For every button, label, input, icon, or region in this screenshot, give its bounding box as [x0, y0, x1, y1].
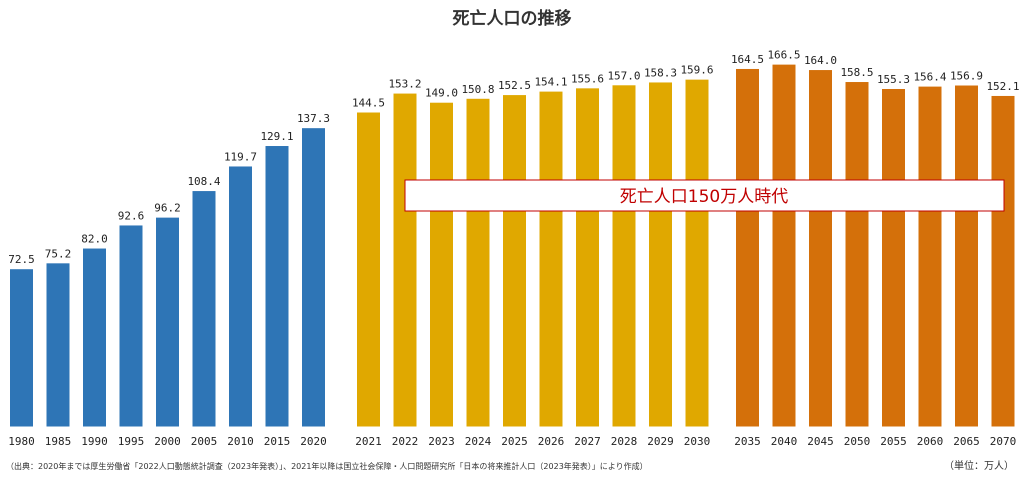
value-label-2050: 158.5	[840, 66, 873, 79]
bar-2021	[357, 112, 380, 427]
bar-2022	[393, 93, 417, 428]
value-label-2015: 129.1	[260, 130, 293, 143]
x-tick-1995: 1995	[118, 435, 145, 448]
value-label-2010: 119.7	[224, 150, 257, 163]
value-label-2030: 159.6	[680, 64, 713, 77]
bar-2040	[772, 64, 796, 427]
value-label-2027: 155.6	[571, 72, 604, 85]
annotation-box: 死亡人口150万人時代	[404, 179, 1005, 212]
bar-2025	[503, 95, 526, 428]
x-tick-2045: 2045	[807, 435, 834, 448]
bar-2010	[229, 166, 252, 427]
chart-title: 死亡人口の推移	[453, 8, 572, 29]
value-label-1980: 72.5	[8, 253, 35, 266]
value-label-2029: 158.3	[644, 66, 677, 79]
x-tick-2026: 2026	[538, 435, 565, 448]
value-label-2040: 166.5	[767, 49, 800, 62]
value-label-2060: 156.4	[913, 71, 946, 84]
bar-2065	[955, 85, 978, 427]
bar-2070	[991, 95, 1015, 427]
x-tick-1980: 1980	[8, 435, 35, 448]
bar-2000	[156, 217, 179, 427]
x-tick-2035: 2035	[734, 435, 761, 448]
x-tick-2024: 2024	[465, 435, 492, 448]
value-label-2024: 150.8	[461, 83, 494, 96]
x-tick-2065: 2065	[953, 435, 980, 448]
bar-2027	[576, 88, 599, 427]
bar-2050	[845, 82, 869, 427]
value-label-2000: 96.2	[154, 202, 181, 215]
bar-2055	[882, 88, 905, 428]
x-tick-2028: 2028	[611, 435, 638, 448]
x-tick-2020: 2020	[300, 435, 327, 448]
unit-label: （単位：万人）	[944, 459, 1014, 472]
x-tick-2015: 2015	[264, 435, 291, 448]
bar-2030	[685, 79, 709, 428]
value-label-2065: 156.9	[950, 70, 983, 83]
value-label-2045: 164.0	[804, 54, 837, 67]
value-label-2025: 152.5	[498, 79, 531, 92]
annotation-rect	[404, 179, 1005, 212]
value-label-2005: 108.4	[187, 175, 220, 188]
bar-1990	[83, 248, 106, 427]
x-tick-2055: 2055	[880, 435, 907, 448]
x-tick-2000: 2000	[154, 435, 181, 448]
x-tick-2040: 2040	[771, 435, 798, 448]
bar-2060	[918, 86, 942, 427]
x-tick-2023: 2023	[428, 435, 455, 448]
value-label-1995: 92.6	[118, 209, 145, 222]
bar-2035	[736, 68, 759, 428]
x-tick-2005: 2005	[191, 435, 218, 448]
bar-2026	[539, 91, 563, 427]
source-note: （出典：2020年までは厚生労働省「2022人口動態統計調査（2023年発表）」…	[6, 461, 648, 471]
x-tick-2050: 2050	[844, 435, 871, 448]
value-label-2023: 149.0	[425, 87, 458, 100]
bar-1995	[119, 225, 143, 427]
value-label-2035: 164.5	[731, 53, 764, 66]
x-tick-2070: 2070	[990, 435, 1017, 448]
annotation-text: 死亡人口150万人時代	[620, 187, 788, 207]
bar-2015	[265, 146, 289, 428]
bar-1985	[46, 263, 70, 427]
x-tick-2025: 2025	[501, 435, 528, 448]
bar-2045	[809, 70, 832, 427]
bar-2005	[192, 191, 216, 427]
value-label-2028: 157.0	[607, 69, 640, 82]
value-label-2026: 154.1	[534, 76, 567, 89]
value-label-2022: 153.2	[388, 78, 421, 91]
value-label-1990: 82.0	[81, 233, 108, 246]
bar-2024	[466, 98, 490, 427]
bar-2023	[430, 102, 453, 428]
bar-2029	[649, 82, 672, 427]
x-tick-2021: 2021	[355, 435, 382, 448]
x-tick-1990: 1990	[81, 435, 108, 448]
x-tick-2030: 2030	[684, 435, 711, 448]
value-label-2055: 155.3	[877, 73, 910, 86]
value-label-2070: 152.1	[986, 80, 1019, 93]
x-tick-2022: 2022	[392, 435, 419, 448]
bar-2020	[302, 128, 325, 427]
bar-1980	[10, 269, 33, 427]
bars-layer: 72.5 1980 75.2 1985 82.0 1990 92.6 1995 96.2 2000…	[8, 49, 1019, 448]
value-label-1985: 75.2	[45, 247, 72, 260]
value-label-2020: 137.3	[297, 112, 330, 125]
x-tick-2029: 2029	[647, 435, 674, 448]
bar-2028	[612, 85, 636, 427]
value-label-2021: 144.5	[352, 97, 385, 110]
x-tick-2060: 2060	[917, 435, 944, 448]
x-tick-2010: 2010	[227, 435, 254, 448]
x-tick-2027: 2027	[574, 435, 601, 448]
x-tick-1985: 1985	[45, 435, 72, 448]
